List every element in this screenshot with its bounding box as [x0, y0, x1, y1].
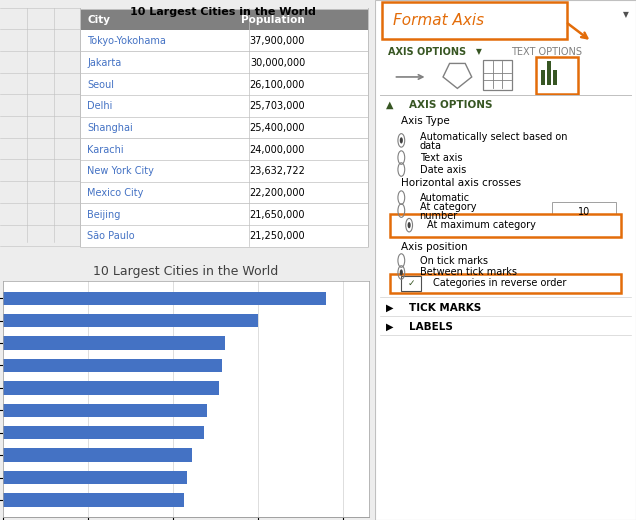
Bar — [3, 292, 326, 305]
FancyBboxPatch shape — [375, 0, 636, 520]
Text: Format Axis: Format Axis — [394, 13, 485, 28]
Bar — [3, 471, 188, 484]
Text: Karachi: Karachi — [87, 145, 124, 154]
Text: ✓: ✓ — [408, 279, 415, 288]
Text: Automatic: Automatic — [420, 192, 470, 203]
Text: data: data — [420, 140, 441, 151]
Text: Beijing: Beijing — [87, 210, 121, 220]
Text: 26,100,000: 26,100,000 — [250, 80, 305, 89]
Bar — [3, 493, 184, 506]
Text: São Paulo: São Paulo — [87, 231, 135, 241]
FancyBboxPatch shape — [551, 202, 616, 222]
FancyBboxPatch shape — [80, 160, 368, 181]
Text: Axis Type: Axis Type — [401, 116, 450, 126]
Text: New York City: New York City — [87, 166, 155, 176]
Text: Date axis: Date axis — [420, 164, 466, 175]
Text: 37,900,000: 37,900,000 — [250, 36, 305, 46]
Text: City: City — [87, 15, 111, 25]
Bar — [3, 448, 192, 462]
Bar — [3, 314, 258, 328]
Bar — [3, 404, 207, 417]
Text: Categories in reverse order: Categories in reverse order — [432, 278, 566, 289]
Text: On tick marks: On tick marks — [420, 255, 488, 266]
Text: ▲: ▲ — [385, 100, 393, 110]
FancyBboxPatch shape — [80, 117, 368, 138]
FancyBboxPatch shape — [80, 30, 368, 51]
Text: TICK MARKS: TICK MARKS — [409, 303, 481, 313]
FancyBboxPatch shape — [541, 70, 545, 85]
Text: AXIS OPTIONS: AXIS OPTIONS — [388, 47, 466, 57]
FancyBboxPatch shape — [80, 182, 368, 203]
Circle shape — [400, 137, 403, 144]
Text: 25,703,000: 25,703,000 — [249, 101, 305, 111]
Text: Automatically select based on: Automatically select based on — [420, 132, 567, 142]
Text: Delhi: Delhi — [87, 101, 113, 111]
FancyBboxPatch shape — [553, 70, 557, 85]
Text: Jakarta: Jakarta — [87, 58, 121, 68]
Text: Axis position: Axis position — [401, 242, 468, 252]
FancyBboxPatch shape — [80, 138, 368, 160]
Text: 22,200,000: 22,200,000 — [249, 188, 305, 198]
Text: 21,250,000: 21,250,000 — [249, 231, 305, 241]
Text: Text axis: Text axis — [420, 152, 462, 163]
Bar — [3, 359, 222, 372]
Bar — [3, 336, 225, 350]
Text: Shanghai: Shanghai — [87, 123, 133, 133]
FancyBboxPatch shape — [536, 57, 578, 94]
FancyBboxPatch shape — [80, 204, 368, 225]
FancyBboxPatch shape — [547, 61, 551, 85]
Text: Horizontal axis crosses: Horizontal axis crosses — [401, 178, 522, 188]
Text: ▼: ▼ — [476, 47, 481, 57]
FancyBboxPatch shape — [80, 95, 368, 116]
FancyBboxPatch shape — [390, 274, 621, 293]
Text: 24,000,000: 24,000,000 — [250, 145, 305, 154]
Text: number: number — [420, 211, 458, 221]
Title: 10 Largest Cities in the World: 10 Largest Cities in the World — [93, 265, 279, 278]
Text: ▶: ▶ — [385, 321, 393, 332]
Text: 10: 10 — [577, 206, 590, 217]
Text: At maximum category: At maximum category — [427, 220, 536, 230]
Text: Between tick marks: Between tick marks — [420, 267, 516, 278]
Text: 10 Largest Cities in the World: 10 Largest Cities in the World — [130, 7, 316, 17]
FancyBboxPatch shape — [382, 2, 567, 39]
FancyBboxPatch shape — [80, 9, 368, 31]
Circle shape — [400, 269, 403, 276]
Text: At category: At category — [420, 202, 476, 212]
FancyBboxPatch shape — [80, 225, 368, 247]
FancyBboxPatch shape — [401, 276, 422, 291]
Text: Tokyo-Yokohama: Tokyo-Yokohama — [87, 36, 166, 46]
Text: AXIS OPTIONS: AXIS OPTIONS — [409, 100, 493, 110]
FancyBboxPatch shape — [80, 52, 368, 73]
Text: 30,000,000: 30,000,000 — [250, 58, 305, 68]
Text: TEXT OPTIONS: TEXT OPTIONS — [511, 47, 582, 57]
Text: Population: Population — [241, 15, 305, 25]
Text: ▼: ▼ — [623, 9, 628, 19]
Text: 23,632,722: 23,632,722 — [249, 166, 305, 176]
FancyBboxPatch shape — [390, 214, 621, 237]
Text: ▶: ▶ — [385, 303, 393, 313]
Text: Seoul: Seoul — [87, 80, 114, 89]
Circle shape — [408, 222, 411, 228]
Text: Mexico City: Mexico City — [87, 188, 144, 198]
Bar — [3, 426, 204, 439]
FancyBboxPatch shape — [80, 73, 368, 95]
Text: LABELS: LABELS — [409, 321, 453, 332]
Text: 21,650,000: 21,650,000 — [249, 210, 305, 220]
Text: 25,400,000: 25,400,000 — [249, 123, 305, 133]
Bar — [3, 381, 219, 395]
